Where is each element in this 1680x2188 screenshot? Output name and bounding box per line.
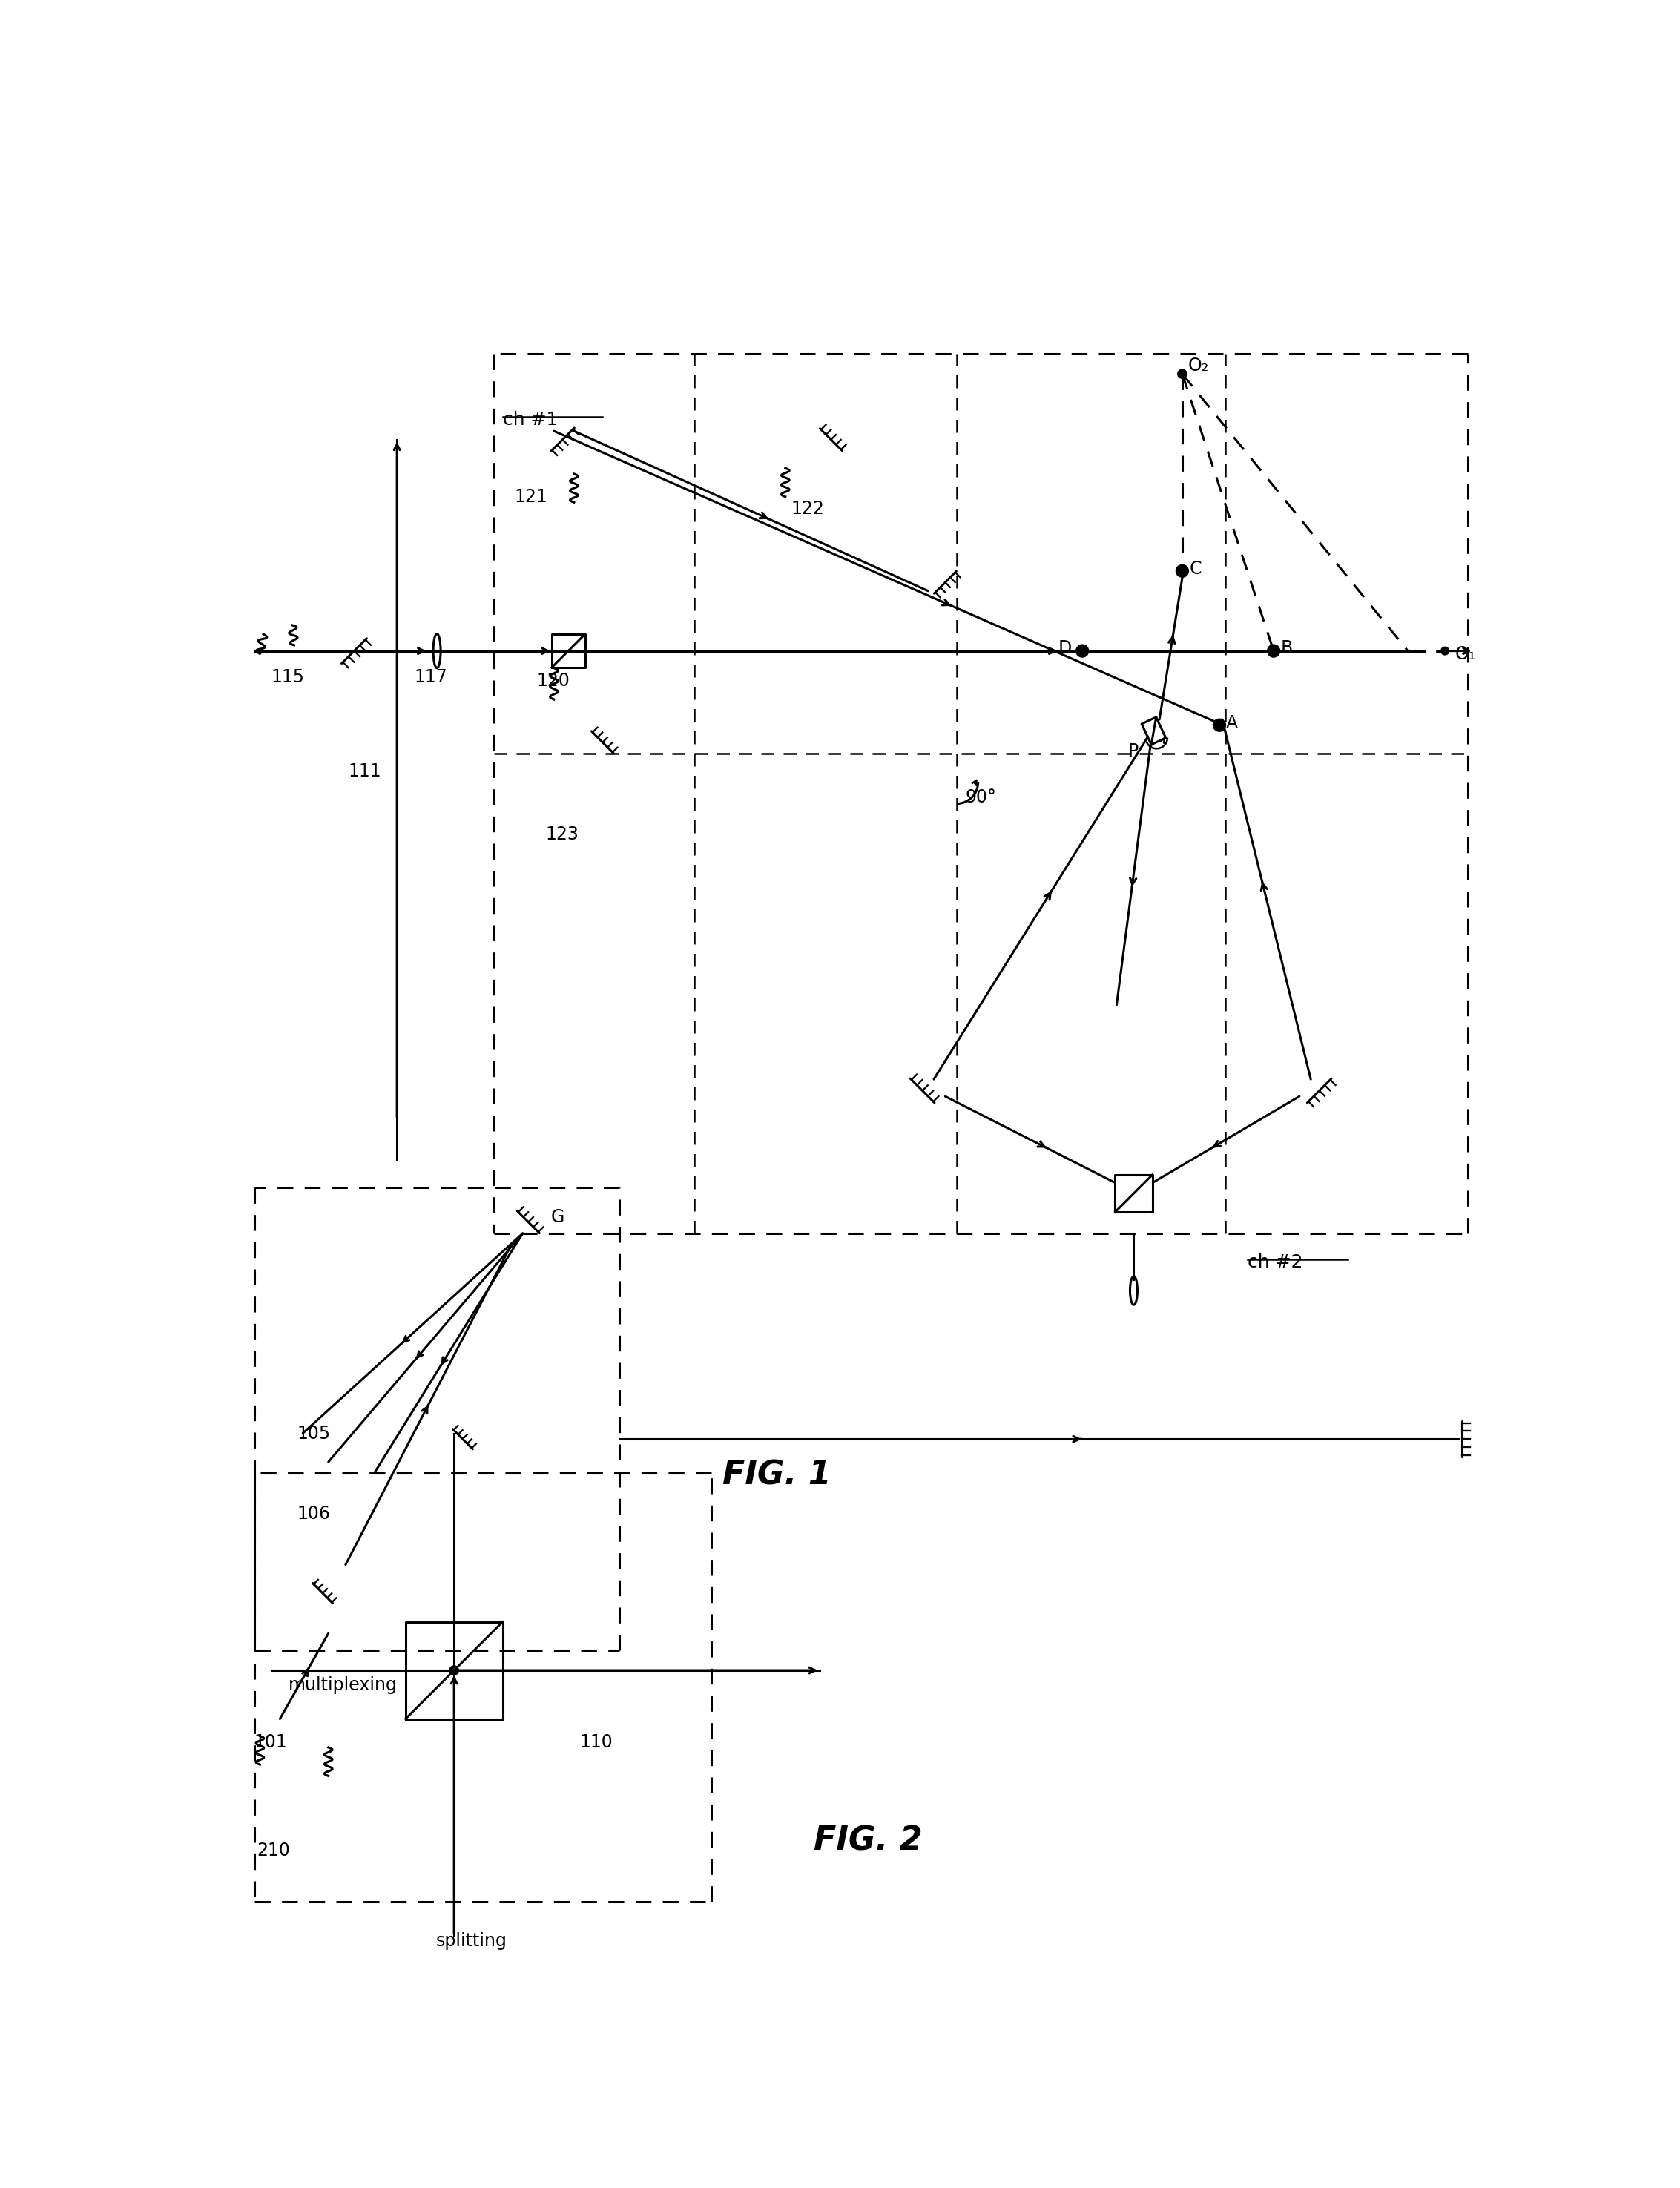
Text: 105: 105	[297, 1424, 331, 1442]
Text: O₂: O₂	[1188, 357, 1210, 374]
Text: 106: 106	[297, 1505, 331, 1523]
Circle shape	[1441, 648, 1448, 654]
Circle shape	[450, 1665, 459, 1674]
Circle shape	[1178, 370, 1186, 379]
Circle shape	[1213, 720, 1226, 731]
Text: 101: 101	[254, 1733, 287, 1750]
Text: 115: 115	[270, 667, 304, 687]
Text: 111: 111	[348, 761, 381, 781]
Text: 122: 122	[791, 499, 825, 519]
Circle shape	[1267, 645, 1280, 656]
Text: ch #2: ch #2	[1248, 1254, 1304, 1271]
Text: P: P	[1127, 742, 1139, 759]
Text: D: D	[1058, 639, 1072, 656]
Text: A: A	[1226, 713, 1238, 731]
Text: C: C	[1189, 560, 1201, 578]
Text: G: G	[551, 1208, 564, 1225]
Text: 120: 120	[538, 672, 570, 689]
Text: 90°: 90°	[966, 788, 996, 805]
Circle shape	[1176, 565, 1188, 578]
Text: B: B	[1280, 639, 1292, 656]
Text: 121: 121	[514, 488, 548, 505]
Text: multiplexing: multiplexing	[289, 1676, 398, 1694]
Text: FIG. 1: FIG. 1	[722, 1459, 832, 1492]
Text: ch #1: ch #1	[502, 411, 558, 429]
Text: 123: 123	[546, 825, 578, 842]
Text: 117: 117	[413, 667, 447, 687]
Text: splitting: splitting	[435, 1932, 507, 1950]
Text: O₁: O₁	[1455, 645, 1477, 663]
Text: FIG. 2: FIG. 2	[813, 1825, 922, 1858]
Text: 210: 210	[257, 1842, 291, 1860]
Circle shape	[1075, 645, 1089, 656]
Text: 110: 110	[580, 1733, 613, 1750]
